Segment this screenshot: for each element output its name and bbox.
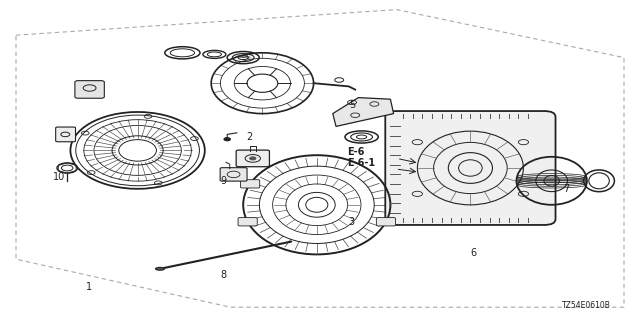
Text: 8: 8 — [221, 270, 227, 280]
Text: 6: 6 — [470, 248, 477, 258]
Polygon shape — [333, 98, 394, 126]
FancyBboxPatch shape — [241, 180, 260, 188]
Text: 9: 9 — [221, 176, 227, 186]
FancyBboxPatch shape — [236, 150, 269, 167]
Text: TZ54E0610B: TZ54E0610B — [563, 301, 611, 310]
Text: 1: 1 — [86, 282, 93, 292]
Text: 10: 10 — [52, 172, 65, 182]
Text: E-6: E-6 — [348, 147, 365, 157]
Text: E-6-1: E-6-1 — [348, 158, 376, 168]
FancyBboxPatch shape — [238, 218, 257, 226]
FancyBboxPatch shape — [56, 127, 76, 142]
Text: 2: 2 — [246, 132, 253, 142]
Circle shape — [224, 138, 230, 141]
Circle shape — [250, 157, 256, 160]
Text: 3: 3 — [349, 217, 355, 227]
FancyBboxPatch shape — [376, 218, 396, 226]
Ellipse shape — [156, 268, 164, 270]
FancyBboxPatch shape — [385, 111, 556, 225]
FancyBboxPatch shape — [220, 168, 247, 181]
Text: 5: 5 — [349, 100, 355, 110]
FancyBboxPatch shape — [75, 81, 104, 98]
Text: 7: 7 — [563, 184, 570, 194]
